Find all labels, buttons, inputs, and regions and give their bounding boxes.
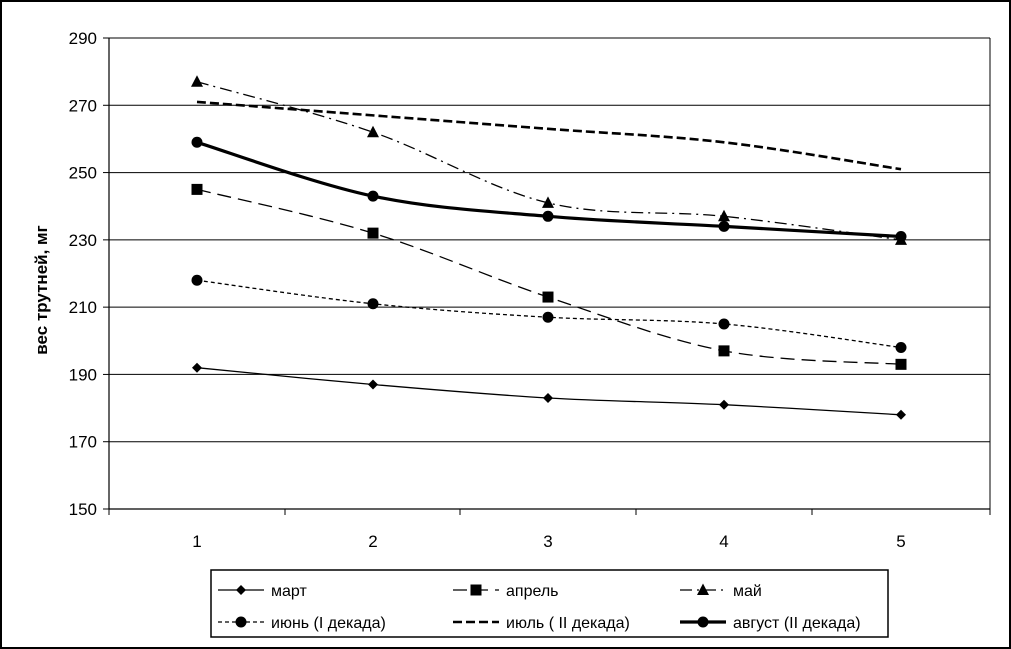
legend-label: май	[733, 583, 762, 600]
data-point	[191, 75, 203, 87]
legend-marker	[697, 616, 709, 628]
legend-item: август (II декада)	[680, 615, 861, 632]
data-point	[542, 210, 554, 222]
legend-marker	[236, 585, 246, 595]
y-axis-label: вес трутней, мг	[32, 225, 51, 354]
data-point	[542, 311, 554, 323]
data-point	[719, 399, 729, 410]
data-point	[191, 274, 203, 286]
legend-label: март	[271, 583, 307, 600]
data-point	[191, 183, 203, 195]
data-point	[192, 362, 202, 373]
series-line	[196, 100, 902, 171]
y-tick-labels: 150 170 190 210 230 250 270 290	[69, 29, 97, 519]
data-point	[895, 342, 907, 354]
series-group	[191, 75, 907, 420]
legend: март апрель май июнь (I декада) июль ( II де…	[210, 569, 889, 638]
series-6	[191, 136, 907, 242]
y-tick-label: 250	[69, 164, 97, 183]
legend-item: март	[218, 583, 307, 600]
data-point	[542, 291, 554, 303]
data-point	[367, 298, 379, 310]
x-tick-label: 5	[896, 532, 905, 551]
y-tick-label: 290	[69, 29, 97, 48]
data-point	[191, 136, 203, 148]
y-tick-label: 170	[69, 433, 97, 452]
series-2	[191, 183, 907, 370]
data-point	[367, 227, 379, 239]
series-line	[196, 81, 902, 241]
data-point	[718, 345, 730, 357]
y-tick-label: 230	[69, 231, 97, 250]
legend-label: июнь (I декада)	[271, 615, 386, 632]
axes	[103, 37, 991, 515]
y-tick-label: 270	[69, 96, 97, 115]
legend-label: июль ( II декада)	[506, 615, 630, 632]
series-5	[196, 100, 902, 171]
x-tick-labels: 1 2 3 4 5	[192, 532, 905, 551]
legend-box	[210, 569, 889, 638]
data-point	[895, 358, 907, 370]
x-tick-label: 2	[368, 532, 377, 551]
legend-label: август (II декада)	[733, 615, 861, 632]
data-point	[896, 409, 906, 420]
data-point	[543, 392, 553, 403]
legend-label: апрель	[506, 583, 559, 600]
x-tick-label: 1	[192, 532, 201, 551]
data-point	[718, 209, 730, 222]
y-tick-label: 150	[69, 500, 97, 519]
y-tick-label: 210	[69, 298, 97, 317]
data-point	[542, 196, 554, 208]
legend-marker	[470, 584, 482, 596]
legend-marker	[235, 616, 247, 628]
data-point	[368, 379, 378, 390]
series-line	[196, 140, 902, 239]
data-point	[718, 220, 730, 232]
x-tick-label: 3	[543, 532, 552, 551]
legend-item: май	[680, 583, 762, 600]
legend-item: апрель	[453, 583, 559, 600]
data-point	[718, 318, 730, 330]
legend-marker	[697, 583, 709, 595]
grid	[109, 37, 991, 510]
series-1	[192, 362, 906, 420]
legend-item: июнь (I декада)	[218, 615, 386, 632]
y-tick-label: 190	[69, 365, 97, 384]
series-4	[191, 274, 907, 354]
legend-item: июль ( II декада)	[453, 615, 630, 632]
x-tick-label: 4	[719, 532, 728, 551]
data-point	[895, 230, 907, 242]
data-point	[367, 190, 379, 202]
data-point	[367, 125, 379, 138]
